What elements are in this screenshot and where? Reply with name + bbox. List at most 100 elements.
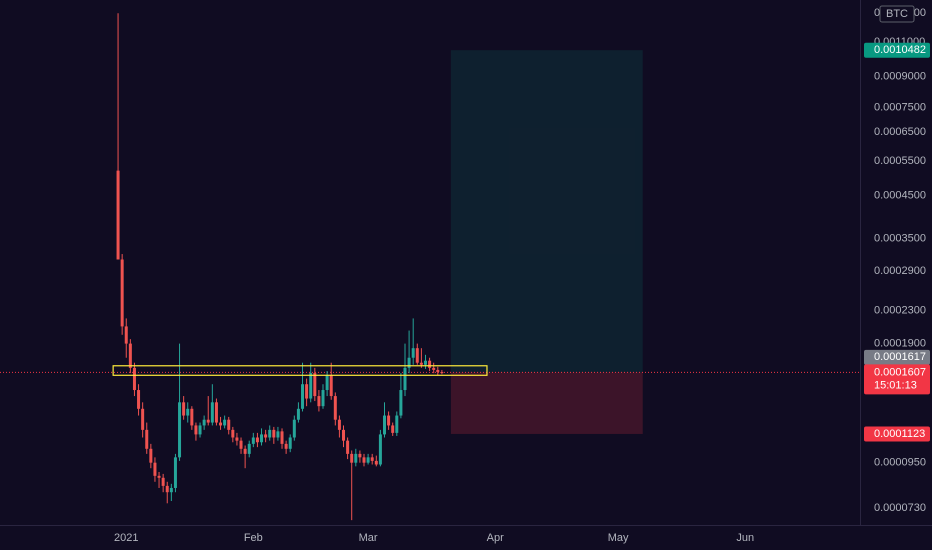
candle-body (137, 390, 141, 409)
candle-body (370, 457, 374, 461)
candle-body (149, 448, 153, 463)
candle-body (358, 453, 362, 458)
candle-body (403, 367, 407, 391)
candle-body (378, 434, 382, 465)
candle-body (276, 431, 280, 438)
candle-body (132, 367, 136, 391)
candle-body (350, 453, 354, 463)
y-tick-label: 0.0004500 (874, 189, 926, 201)
candle-body (173, 457, 177, 488)
y-tick-label: 0.0009000 (874, 70, 926, 82)
current-label-bg (864, 364, 930, 395)
candle-body (317, 396, 321, 407)
x-tick-label: Apr (487, 532, 504, 544)
candle-body (288, 437, 292, 449)
candle-body (223, 419, 227, 426)
x-tick-label: Feb (244, 532, 263, 544)
candle-body (128, 343, 132, 368)
candle-body (120, 259, 124, 327)
candle-body (165, 485, 169, 493)
y-tick-label: 0.0003500 (874, 233, 926, 245)
candle-body (198, 425, 202, 435)
candle-body (157, 475, 161, 478)
candle-body (309, 373, 313, 399)
candle-body (251, 437, 255, 444)
candle-body (436, 369, 440, 373)
candle-body (423, 360, 427, 365)
countdown: 15:01:13 (874, 379, 917, 391)
candle-body (227, 419, 231, 430)
candle-body (178, 402, 182, 458)
candle-body (169, 487, 173, 493)
candle-body (264, 434, 268, 438)
candle-body (247, 443, 251, 454)
current-label: 0.0001607 (874, 366, 926, 378)
candle-body (391, 425, 395, 433)
y-tick-label: 0.0002900 (874, 265, 926, 277)
candle-body (210, 402, 214, 423)
y-tick-label: 0.0005500 (874, 155, 926, 167)
candle-body (395, 415, 399, 433)
candle-body (362, 457, 366, 463)
candle-body (161, 477, 165, 486)
x-tick-label: 2021 (114, 532, 138, 544)
candle-body (346, 440, 350, 454)
candle-body (214, 402, 218, 423)
target-label: 0.0010482 (874, 44, 926, 56)
candle-body (333, 396, 337, 420)
candle-body (325, 375, 329, 391)
candle-body (301, 384, 305, 409)
candle-body (337, 419, 341, 430)
candle-body (202, 419, 206, 426)
candle-body (280, 431, 284, 444)
target-label-bg (864, 42, 930, 58)
candle-body (194, 425, 198, 435)
y-tick-label: 0.0001900 (874, 338, 926, 350)
candle-body (268, 429, 272, 438)
candle-body (141, 408, 145, 430)
candle-body (342, 429, 346, 441)
candle-body (145, 429, 149, 449)
currency-badge (879, 5, 915, 23)
position-loss (450, 372, 643, 434)
y-tick-label: 0.0000730 (874, 502, 926, 514)
candle-body (255, 437, 259, 443)
candle-body (190, 408, 194, 426)
candle-body (428, 360, 432, 368)
candle-body (124, 326, 128, 344)
candle-body (260, 434, 264, 443)
candle-body (296, 408, 300, 420)
y-tick-label: 0.0006500 (874, 126, 926, 138)
candle-body (366, 457, 370, 463)
candle-body (321, 390, 325, 407)
x-tick-label: May (608, 532, 629, 544)
candle-body (231, 429, 235, 438)
y-tick-label: 0.0007500 (874, 102, 926, 114)
candle-body (206, 419, 210, 423)
marker-label-bg (864, 349, 930, 365)
stop-label: 0.0001123 (874, 428, 925, 440)
candle-body (116, 170, 120, 260)
y-tick-label: 0.0002300 (874, 305, 926, 317)
candle-body (374, 460, 378, 465)
candle-body (235, 437, 239, 441)
currency: BTC (886, 8, 908, 20)
candle-body (399, 390, 403, 416)
candle-body (329, 375, 333, 397)
candle-body (292, 419, 296, 438)
x-tick-label: Jun (736, 532, 754, 544)
candle-body (387, 415, 391, 426)
marker-label: 0.0001617 (874, 351, 926, 363)
candle-body (415, 348, 419, 363)
x-tick-label: Mar (359, 532, 378, 544)
candle-body (419, 362, 423, 365)
y-tick-label: 0.0000950 (874, 457, 926, 469)
candle-body (382, 415, 386, 435)
candle-body (440, 372, 444, 374)
zone (112, 365, 488, 376)
candle-body (182, 402, 186, 416)
candle-body (432, 367, 436, 370)
candle-body (239, 440, 243, 449)
